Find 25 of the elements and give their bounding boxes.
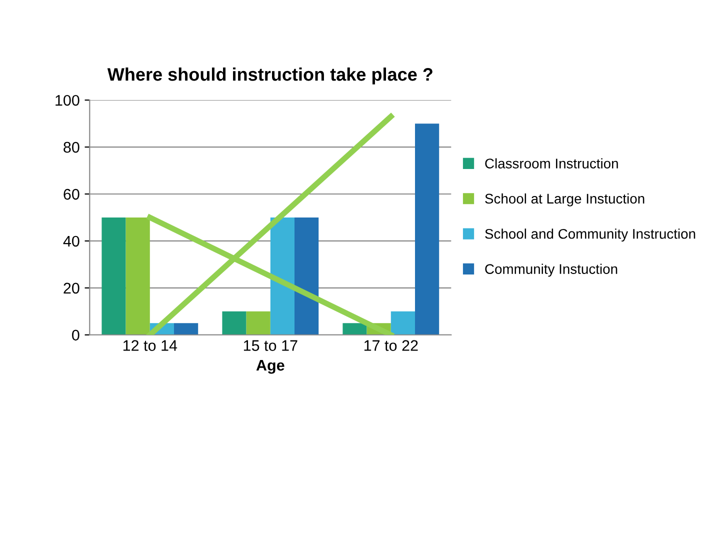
legend-label: School and Community Instruction	[485, 228, 696, 242]
bar	[270, 217, 294, 335]
legend-label: School at Large Instuction	[485, 193, 644, 206]
y-tick-label: 0	[72, 330, 80, 341]
bar	[102, 217, 126, 335]
bar	[390, 311, 415, 335]
y-tick-label: 60	[64, 188, 80, 200]
x-tick-label: 12 to 14	[123, 340, 178, 351]
y-tick-label: 100	[56, 94, 80, 106]
bar	[222, 311, 246, 335]
chart-title: Where should instruction take place ?	[107, 68, 432, 84]
bar	[415, 124, 440, 335]
y-tick-label: 20	[64, 282, 80, 294]
legend-label: Community Instuction	[485, 264, 618, 277]
x-tick-label: 17 to 22	[364, 340, 418, 351]
bar	[126, 217, 150, 335]
x-axis-title: Age	[256, 360, 284, 374]
bar	[342, 323, 367, 335]
x-tick-label: 15 to 17	[244, 340, 298, 351]
y-tick-label: 80	[64, 142, 80, 153]
legend-label: Classroom Instruction	[485, 158, 618, 168]
bar	[294, 217, 319, 335]
bar	[246, 311, 270, 335]
bar	[174, 323, 198, 335]
y-tick-label: 40	[63, 236, 80, 247]
